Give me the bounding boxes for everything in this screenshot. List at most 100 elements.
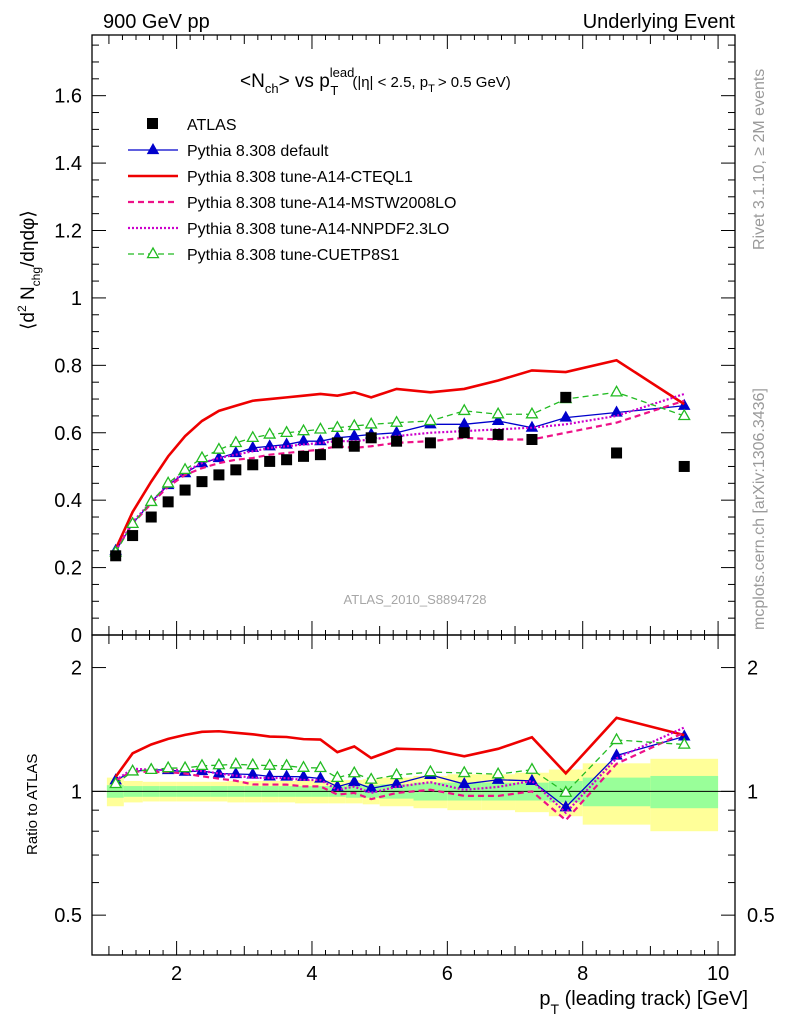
atlas-data-point xyxy=(348,440,360,452)
main-series-marker xyxy=(144,494,158,507)
main-series-marker xyxy=(330,420,344,432)
ratio-series-marker xyxy=(364,772,378,784)
atlas-data-point xyxy=(391,435,403,447)
main-series-marker xyxy=(263,439,276,451)
ratio-series-marker xyxy=(109,776,123,789)
ratio-series-marker xyxy=(144,762,158,775)
ratio-series-marker xyxy=(229,757,243,769)
legend-entry: Pythia 8.308 tune-A14-NNPDF2.3LO xyxy=(187,221,449,238)
main-series-line xyxy=(114,399,685,552)
ratio-series-line xyxy=(115,726,685,815)
ratio-series-marker xyxy=(491,772,505,784)
atlas-data-point xyxy=(127,530,139,542)
main-series-line xyxy=(114,358,685,550)
rivet-version-label: Rivet 3.1.10, ≥ 2M events xyxy=(751,69,768,250)
ratio-series-marker xyxy=(212,757,226,770)
ratio-series-marker xyxy=(610,748,623,760)
ratio-series-marker xyxy=(263,758,277,770)
stat-band xyxy=(650,775,719,809)
ratio-series-marker xyxy=(297,760,311,772)
main-series-marker xyxy=(390,415,404,427)
y-tick-label: 1.4 xyxy=(54,153,82,175)
ratio-series-marker xyxy=(280,758,294,771)
atlas-data-point xyxy=(314,449,326,461)
ratio-series-marker xyxy=(195,758,209,771)
y-tick-label: 1.6 xyxy=(54,86,82,108)
main-series-marker xyxy=(178,462,192,475)
ratio-series-marker xyxy=(677,737,691,749)
ratio-series-marker xyxy=(314,771,327,783)
atlas-data-point xyxy=(365,432,377,444)
ratio-series-line xyxy=(115,731,685,822)
main-series-marker xyxy=(423,413,437,426)
ratio-series-marker xyxy=(390,767,404,780)
ratio-series-marker xyxy=(178,760,192,773)
legend-marker xyxy=(146,246,160,259)
ratio-y-tick-label-right: 1 xyxy=(747,781,758,803)
main-series-marker xyxy=(610,384,624,397)
ratio-y-tick-label: 0.5 xyxy=(54,905,82,927)
atlas-data-point xyxy=(492,428,504,440)
atlas-data-point xyxy=(247,459,259,471)
ratio-series-marker xyxy=(280,769,293,781)
main-series-marker xyxy=(559,410,573,422)
atlas-data-point xyxy=(560,391,572,403)
atlas-data-point xyxy=(281,454,293,466)
y-tick-label: 1 xyxy=(71,288,82,310)
plot-title: <Nch> vs plead T (|η| < 2.5, pT > 0.5 GeV) xyxy=(240,65,511,98)
y-tick-label: 0.2 xyxy=(54,558,82,580)
atlas-data-point xyxy=(162,496,174,508)
main-series-marker xyxy=(525,406,539,419)
main-series-marker xyxy=(212,442,226,454)
main-series-marker xyxy=(229,435,243,448)
atlas-data-point xyxy=(196,476,208,488)
legend-entry: ATLAS xyxy=(187,117,237,134)
legend-marker xyxy=(146,142,160,155)
y-tick-label: 0.8 xyxy=(54,355,82,377)
legend-entry: Pythia 8.308 default xyxy=(187,143,329,160)
ratio-series-marker xyxy=(457,765,471,778)
x-tick-label: 8 xyxy=(577,963,588,985)
ratio-series-line xyxy=(114,716,685,778)
ratio-y-axis-label: Ratio to ATLAS xyxy=(24,754,41,855)
y-axis-label: ⟨d2 Nchg/dηdφ⟩ xyxy=(15,210,43,330)
atlas-data-point xyxy=(230,464,242,476)
atlas-data-point xyxy=(145,511,157,523)
ratio-series-marker xyxy=(161,760,175,773)
atlas-data-point xyxy=(611,447,623,459)
legend-entry: Pythia 8.308 tune-A14-MSTW2008LO xyxy=(187,195,456,212)
main-series-marker xyxy=(610,405,623,417)
ratio-series-marker xyxy=(126,764,140,776)
atlas-data-point xyxy=(264,455,276,467)
main-series-marker xyxy=(263,427,277,439)
main-series-marker xyxy=(491,406,505,419)
ratio-panel-frame xyxy=(91,634,736,956)
ratio-series-marker xyxy=(347,765,361,778)
main-series-marker xyxy=(364,417,378,429)
atlas-data-point xyxy=(331,437,343,449)
main-series-marker xyxy=(280,425,294,438)
analysis-category-label: Underlying Event xyxy=(583,11,736,33)
y-tick-label: 0.4 xyxy=(54,490,82,512)
main-series-marker xyxy=(161,475,175,488)
stat-band xyxy=(582,777,651,807)
main-series-marker xyxy=(297,423,311,436)
ratio-series-marker xyxy=(246,757,260,770)
atlas-data-point xyxy=(110,550,122,562)
x-tick-label: 10 xyxy=(707,963,729,985)
x-tick-label: 2 xyxy=(171,963,182,985)
atlas-data-point xyxy=(213,469,225,481)
atlas-data-point xyxy=(298,450,310,462)
atlas-data-point xyxy=(678,460,690,472)
analysis-id-label: ATLAS_2010_S8894728 xyxy=(344,592,487,607)
atlas-data-point xyxy=(424,437,436,449)
main-series-line xyxy=(115,391,685,553)
main-series-marker xyxy=(348,429,361,441)
ratio-y-tick-label-right: 0.5 xyxy=(747,905,775,927)
main-series-marker xyxy=(458,417,471,429)
y-tick-label: 0 xyxy=(71,625,82,647)
ratio-series-marker xyxy=(330,770,344,783)
legend-entry: Pythia 8.308 tune-A14-CTEQL1 xyxy=(187,169,413,186)
x-axis-label: pT (leading track) [GeV] xyxy=(539,988,748,1017)
